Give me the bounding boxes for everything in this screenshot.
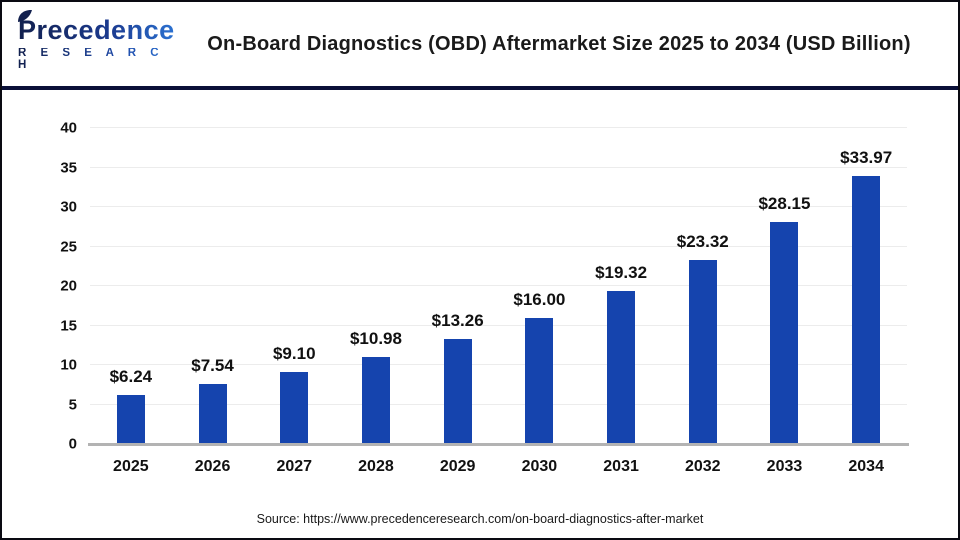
chart-title: On-Board Diagnostics (OBD) Aftermarket S…	[207, 32, 911, 55]
bar-value-label: $9.10	[272, 344, 316, 364]
bar-value-label: $13.26	[431, 311, 484, 331]
gridline	[90, 403, 907, 405]
logo-name: Precedence	[18, 17, 186, 44]
bar	[280, 372, 309, 444]
bar-value-label: $10.98	[349, 329, 402, 349]
bar	[688, 259, 717, 444]
x-tick-label: 2033	[766, 458, 803, 475]
x-tick-label: 2030	[521, 458, 558, 475]
y-tick-label: 20	[60, 277, 77, 295]
x-tick-label: 2034	[848, 458, 884, 475]
header: Precedence R E S E A R C H On-Board Diag…	[2, 2, 958, 86]
bar-slot: $7.54	[172, 128, 254, 444]
bar	[361, 357, 390, 444]
title-container: On-Board Diagnostics (OBD) Aftermarket S…	[186, 33, 958, 56]
bar	[852, 175, 881, 444]
x-tick-label: 2025	[113, 458, 149, 475]
bar-value-label: $28.15	[758, 193, 811, 213]
bar-slot: $33.97	[825, 128, 907, 444]
y-tick-label: 40	[60, 119, 77, 137]
bar	[770, 221, 799, 444]
gridline	[90, 206, 907, 207]
x-tick-label: 2026	[194, 458, 231, 475]
bar	[116, 394, 145, 444]
gridline	[90, 285, 907, 286]
logo-subname: R E S E A R C H	[18, 47, 186, 71]
bar-slots: $6.24 $7.54 $9.10 $10.98 $13.26 $16.00 $19.32 $…	[90, 128, 907, 444]
y-tick-label: 0	[68, 435, 77, 453]
y-tick-label: 10	[60, 356, 77, 374]
bar-value-label: $33.97	[840, 147, 893, 167]
x-axis-line	[88, 443, 909, 446]
header-divider	[2, 86, 958, 90]
gridline	[90, 364, 907, 365]
gridline	[90, 324, 907, 326]
x-tick-label: 2027	[276, 458, 313, 475]
bar-value-label: $16.00	[513, 289, 566, 309]
bar-value-label: $7.54	[191, 356, 234, 376]
bar-slot: $9.10	[253, 128, 335, 444]
x-tick-label: 2029	[439, 458, 476, 475]
precedence-research-logo: Precedence R E S E A R C H	[18, 9, 186, 71]
gridline	[90, 166, 907, 168]
source-text: Source: https://www.precedenceresearch.c…	[256, 512, 704, 526]
y-tick-label: 30	[60, 198, 77, 216]
bar-slot: $13.26	[417, 128, 499, 444]
y-tick-label: 15	[60, 317, 77, 334]
gridline	[90, 127, 907, 128]
bar	[443, 339, 472, 444]
bar-slot: $28.15	[744, 128, 826, 444]
bar-slot: $19.32	[580, 128, 662, 444]
bar	[607, 291, 636, 444]
x-axis-labels: 2025 2026 2027 2028 2029 2030 2031 2032 2033 2034	[90, 458, 907, 476]
y-tick-label: 5	[68, 396, 77, 413]
leaf-icon	[18, 9, 32, 22]
chart-section: $6.24 $7.54 $9.10 $10.98 $13.26 $16.00 $19.32 $…	[2, 90, 958, 538]
bar-slot: $23.32	[662, 128, 744, 444]
bar-value-label: $23.32	[676, 231, 729, 251]
y-tick-label: 25	[60, 238, 77, 255]
y-tick-label: 35	[60, 159, 77, 176]
bar-value-label: $6.24	[109, 366, 153, 386]
bar	[525, 317, 554, 444]
bar-value-label: $19.32	[595, 263, 648, 283]
bar-slot: $10.98	[335, 128, 417, 444]
plot-area: $6.24 $7.54 $9.10 $10.98 $13.26 $16.00 $19.32 $…	[60, 120, 909, 453]
x-tick-label: 2028	[358, 458, 394, 475]
bar-slot: $6.24	[90, 128, 172, 444]
x-tick-label: 2032	[684, 458, 721, 475]
gridline	[90, 245, 907, 247]
bar-slot: $16.00	[499, 128, 581, 444]
bar	[198, 384, 227, 444]
x-tick-label: 2031	[603, 458, 639, 475]
